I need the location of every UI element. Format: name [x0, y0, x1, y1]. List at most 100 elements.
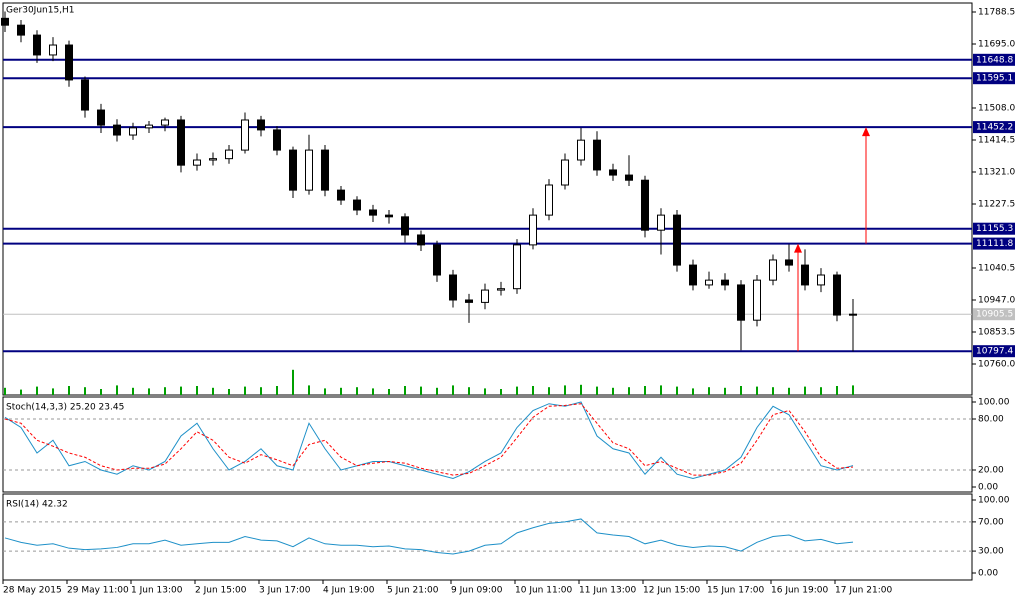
volume-bar: [468, 387, 470, 395]
volume-bar: [212, 387, 214, 395]
candle-body: [529, 214, 537, 246]
candle-body: [769, 259, 777, 281]
volume-bar: [580, 384, 582, 395]
candle-body: [273, 129, 281, 151]
stoch-panel: [2, 396, 973, 493]
level-box: [973, 121, 1015, 134]
volume-bar: [52, 388, 54, 395]
x-tick-label: 10 Jun 11:00: [515, 586, 572, 596]
candle-body: [385, 214, 393, 218]
candle-body: [785, 259, 793, 266]
x-tick-label: 2 Jun 15:00: [195, 586, 247, 596]
candle-body: [1, 17, 9, 26]
candle-body: [401, 216, 409, 236]
candle-body: [689, 264, 697, 286]
y-tick-label: 11227.5: [978, 199, 1015, 209]
candle-body: [817, 274, 825, 286]
volume-bar: [516, 386, 518, 395]
level-box: [973, 345, 1015, 358]
level-label: 11648.8: [976, 55, 1013, 65]
candle-body: [113, 124, 121, 136]
candle-body: [641, 179, 649, 231]
candle-body: [465, 299, 473, 303]
x-tick-label: 29 May 11:00: [67, 586, 129, 596]
volume-bar: [788, 387, 790, 395]
volume-bar: [708, 387, 710, 395]
x-tick-label: 15 Jun 17:00: [707, 586, 764, 596]
candle-body: [721, 279, 729, 286]
rsi-title: RSI(14) 42.32: [6, 500, 68, 510]
candle-body: [417, 234, 425, 246]
y-tick-label: 11788.5: [978, 8, 1015, 18]
volume-bar: [836, 386, 838, 395]
y-tick-label: 11414.5: [978, 135, 1015, 145]
candle-body: [305, 149, 313, 191]
x-tick-label: 28 May 2015: [3, 586, 62, 596]
volume-bar: [68, 386, 70, 395]
x-tick-label: 17 Jun 21:00: [835, 586, 892, 596]
volume-bar: [116, 385, 118, 395]
volume-bar: [276, 386, 278, 395]
candle-body: [145, 124, 153, 129]
candle-body: [177, 119, 185, 166]
y-tick-label: 10853.5: [978, 327, 1015, 337]
indicator-line: [4, 401, 854, 480]
y-tick-label: 11040.5: [978, 263, 1015, 273]
candle-body: [129, 127, 137, 136]
volume-bar: [532, 386, 534, 395]
volume-bar: [340, 387, 342, 395]
arrow-head: [794, 243, 802, 253]
candle-body: [753, 279, 761, 321]
volume-bar: [324, 388, 326, 395]
candle-body: [625, 174, 633, 181]
price-panel: [2, 2, 973, 396]
candle-body: [593, 139, 601, 171]
last-price-box: [973, 308, 1015, 321]
x-tick-label: 1 Jun 13:00: [131, 586, 183, 596]
y-tick-label: 11321.0: [978, 167, 1015, 177]
volume-bar: [388, 389, 390, 395]
volume-bar: [36, 386, 38, 395]
level-box: [973, 222, 1015, 235]
candle-body: [81, 79, 89, 111]
y-tick-label: 80.00: [978, 415, 1004, 425]
candle-body: [97, 109, 105, 126]
level-label: 11452.2: [976, 123, 1013, 133]
candle-body: [65, 44, 73, 81]
volume-bar: [644, 386, 646, 395]
candle-body: [433, 244, 441, 276]
volume-bar: [292, 369, 294, 395]
y-tick-label: 100.00: [978, 495, 1010, 505]
volume-bar: [596, 386, 598, 395]
stoch-title: Stoch(14,3,3) 25.20 23.45: [6, 403, 124, 413]
candle-body: [321, 149, 329, 191]
y-tick-label: 70.00: [978, 517, 1004, 527]
volume-bar: [452, 385, 454, 395]
volume-bar: [628, 387, 630, 395]
volume-bar: [4, 387, 6, 395]
candle-body: [481, 289, 489, 303]
candle-body: [449, 274, 457, 301]
volume-bar: [244, 386, 246, 395]
chart-title: Ger30Jun15,H1: [6, 6, 75, 16]
arrow-head: [862, 127, 870, 137]
candle-body: [337, 189, 345, 201]
y-tick-label: 0.00: [978, 568, 998, 578]
x-tick-label: 9 Jun 09:00: [451, 586, 503, 596]
candle-body: [497, 288, 505, 291]
volume-bar: [132, 387, 134, 395]
candle-body: [609, 169, 617, 176]
candle-body: [33, 34, 41, 56]
candle-body: [833, 274, 841, 316]
candle-body: [849, 313, 857, 316]
volume-bar: [164, 387, 166, 395]
volume-bar: [100, 389, 102, 395]
candle-body: [17, 24, 25, 36]
candle-body: [225, 149, 233, 160]
candle-body: [577, 139, 585, 161]
volume-bar: [564, 385, 566, 395]
volume-bar: [196, 386, 198, 395]
candle-body: [161, 119, 169, 126]
y-tick-label: 0.00: [978, 482, 998, 492]
